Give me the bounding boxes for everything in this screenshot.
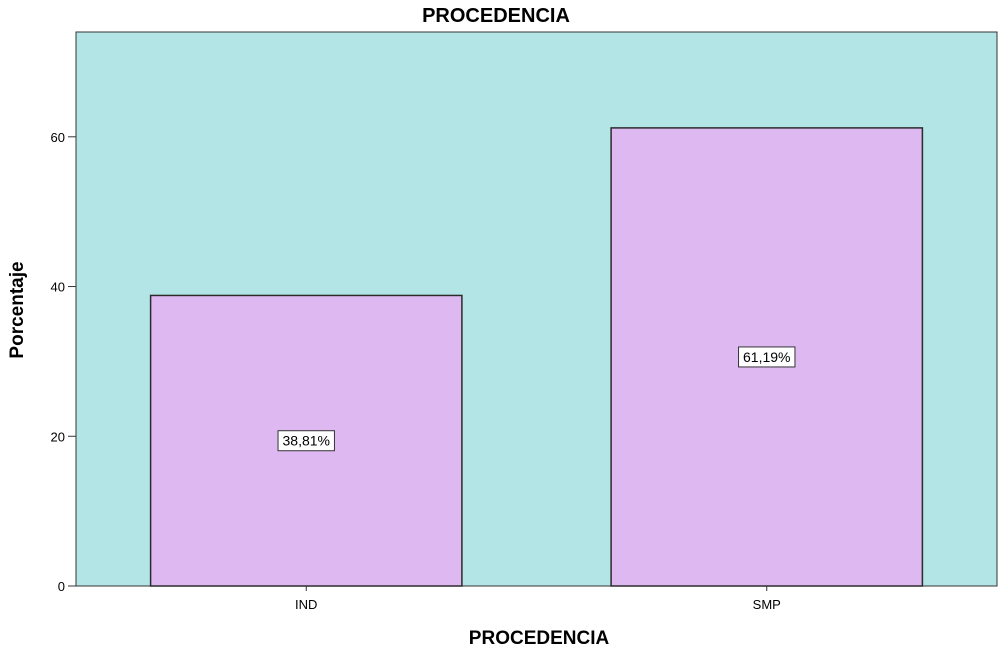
bars-layer: 38,81% 61,19% xyxy=(149,127,924,587)
y-tick-label-40: 40 xyxy=(51,280,65,295)
x-tick-label-smp: SMP xyxy=(753,597,781,612)
y-tick-label-20: 20 xyxy=(51,429,65,444)
data-label-ind: 38,81% xyxy=(283,433,330,449)
data-label-box-smp xyxy=(738,346,796,368)
x-axis-title: PROCEDENCIA xyxy=(469,628,610,648)
data-label-box-ind xyxy=(277,430,335,452)
y-axis-title: Porcentaje xyxy=(7,261,28,358)
y-tick-label-0: 0 xyxy=(58,579,65,594)
data-label-smp: 61,19% xyxy=(743,349,790,365)
x-tick-label-ind: IND xyxy=(295,597,317,612)
chart-title: PROCEDENCIA xyxy=(422,5,570,27)
axes-layer: IND SMP 0 20 40 60 xyxy=(51,130,781,612)
y-tick-label-60: 60 xyxy=(51,130,65,145)
